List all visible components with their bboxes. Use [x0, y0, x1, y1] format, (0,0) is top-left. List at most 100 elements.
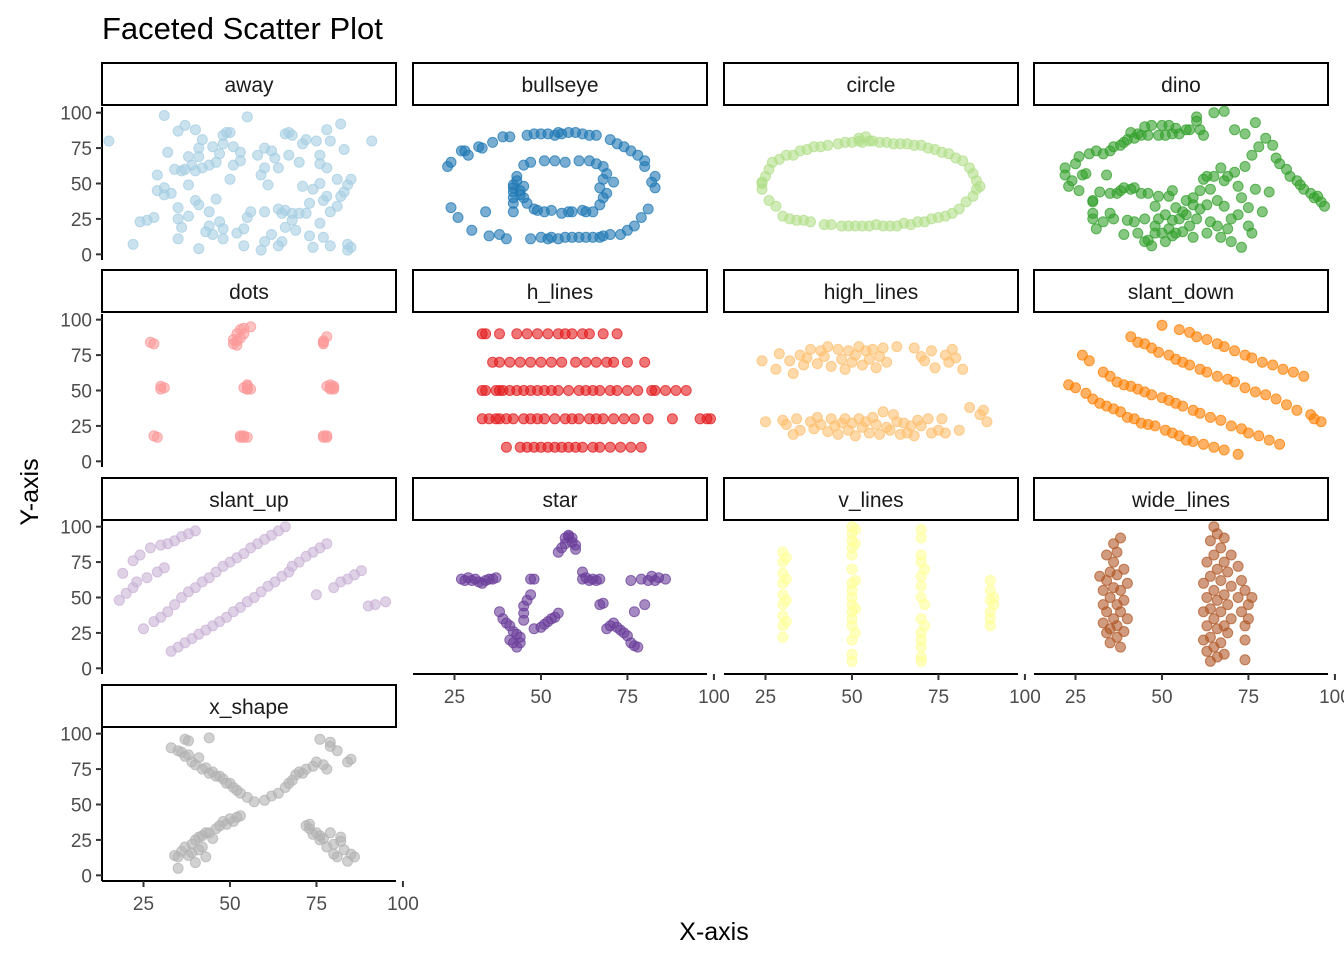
data-point — [210, 193, 222, 205]
data-point — [915, 655, 927, 667]
data-point — [597, 328, 609, 340]
data-point — [542, 328, 554, 340]
data-point — [849, 524, 861, 535]
data-point — [563, 385, 575, 396]
data-point — [300, 207, 312, 219]
data-point — [1215, 231, 1227, 243]
data-point — [355, 565, 367, 577]
x-tick-label: 50 — [841, 687, 862, 708]
data-point — [1274, 438, 1286, 450]
data-point — [248, 796, 260, 808]
data-point — [922, 413, 934, 425]
data-point — [1239, 128, 1251, 140]
data-point — [625, 575, 637, 586]
facet-label: v_lines — [838, 489, 903, 512]
data-point — [1267, 139, 1279, 151]
x-tick-label: 75 — [306, 894, 327, 915]
data-point — [891, 341, 903, 353]
data-point — [193, 752, 205, 764]
data-point — [825, 219, 837, 231]
data-point — [1204, 631, 1216, 643]
data-point — [1132, 227, 1144, 239]
data-point — [1118, 626, 1130, 637]
data-point — [849, 430, 861, 442]
data-point — [1187, 436, 1199, 447]
data-point — [590, 356, 602, 368]
data-point — [1146, 240, 1158, 252]
y-tick-label: 75 — [71, 346, 92, 367]
data-point — [1118, 229, 1130, 240]
data-point — [618, 413, 630, 425]
data-point — [1222, 627, 1234, 639]
data-point — [1218, 200, 1230, 212]
data-point — [494, 356, 505, 368]
data-point — [345, 173, 357, 185]
data-point — [1222, 223, 1234, 235]
facet-panel-v-lines: v_lines 25 50 75 100 — [723, 477, 1041, 708]
facet-panel-slant-down: slant_down — [1033, 269, 1329, 460]
data-point — [849, 603, 861, 615]
facet-strip — [412, 62, 708, 106]
data-point — [169, 599, 181, 611]
data-point — [549, 413, 561, 425]
y-tick-label: 0 — [81, 866, 92, 887]
data-point — [621, 356, 633, 368]
data-point — [1121, 577, 1133, 589]
x-tick-label: 25 — [1065, 687, 1086, 708]
data-point — [884, 424, 896, 436]
data-point — [1246, 227, 1258, 239]
data-point — [1204, 603, 1216, 615]
data-point — [279, 221, 291, 233]
data-point — [297, 180, 309, 192]
data-point — [770, 200, 782, 212]
data-point — [639, 356, 651, 368]
y-tick-label: 50 — [71, 382, 92, 403]
data-point — [1204, 183, 1216, 195]
data-point — [189, 857, 201, 869]
data-point — [1201, 556, 1213, 568]
data-point — [521, 197, 533, 209]
data-point — [317, 231, 329, 243]
data-point — [480, 206, 492, 218]
data-point — [1229, 166, 1241, 178]
data-point — [780, 573, 792, 585]
data-point — [158, 110, 170, 121]
data-point — [1236, 575, 1247, 586]
data-point — [1218, 105, 1230, 117]
data-point — [825, 360, 837, 372]
data-point — [1149, 200, 1161, 212]
data-point — [1291, 404, 1303, 416]
data-point — [511, 328, 523, 340]
facet-panel-bullseye: bullseye — [412, 62, 708, 245]
data-point — [1194, 185, 1206, 197]
data-point — [238, 328, 250, 340]
data-point — [632, 641, 644, 653]
data-point — [151, 431, 163, 443]
data-point — [321, 538, 333, 550]
x-tick-label: 75 — [928, 687, 949, 708]
data-point — [138, 623, 149, 635]
data-point — [915, 532, 927, 544]
data-point — [632, 385, 644, 396]
data-point — [1118, 563, 1130, 575]
data-point — [594, 441, 606, 453]
y-tick-label: 0 — [81, 452, 92, 473]
data-point — [380, 596, 392, 608]
data-point — [1142, 187, 1154, 199]
data-point — [660, 385, 671, 396]
data-point — [580, 356, 592, 368]
data-point — [919, 563, 931, 575]
facet-points — [756, 131, 986, 232]
data-point — [224, 173, 236, 185]
x-tick-label: 75 — [617, 687, 638, 708]
data-point — [366, 135, 378, 147]
data-point — [863, 427, 875, 439]
data-point — [635, 212, 647, 223]
x-tick-label: 100 — [1319, 687, 1344, 708]
y-tick-label: 75 — [71, 553, 92, 574]
data-point — [1101, 169, 1113, 181]
data-point — [234, 810, 246, 822]
data-point — [1211, 563, 1223, 575]
data-point — [172, 125, 184, 137]
